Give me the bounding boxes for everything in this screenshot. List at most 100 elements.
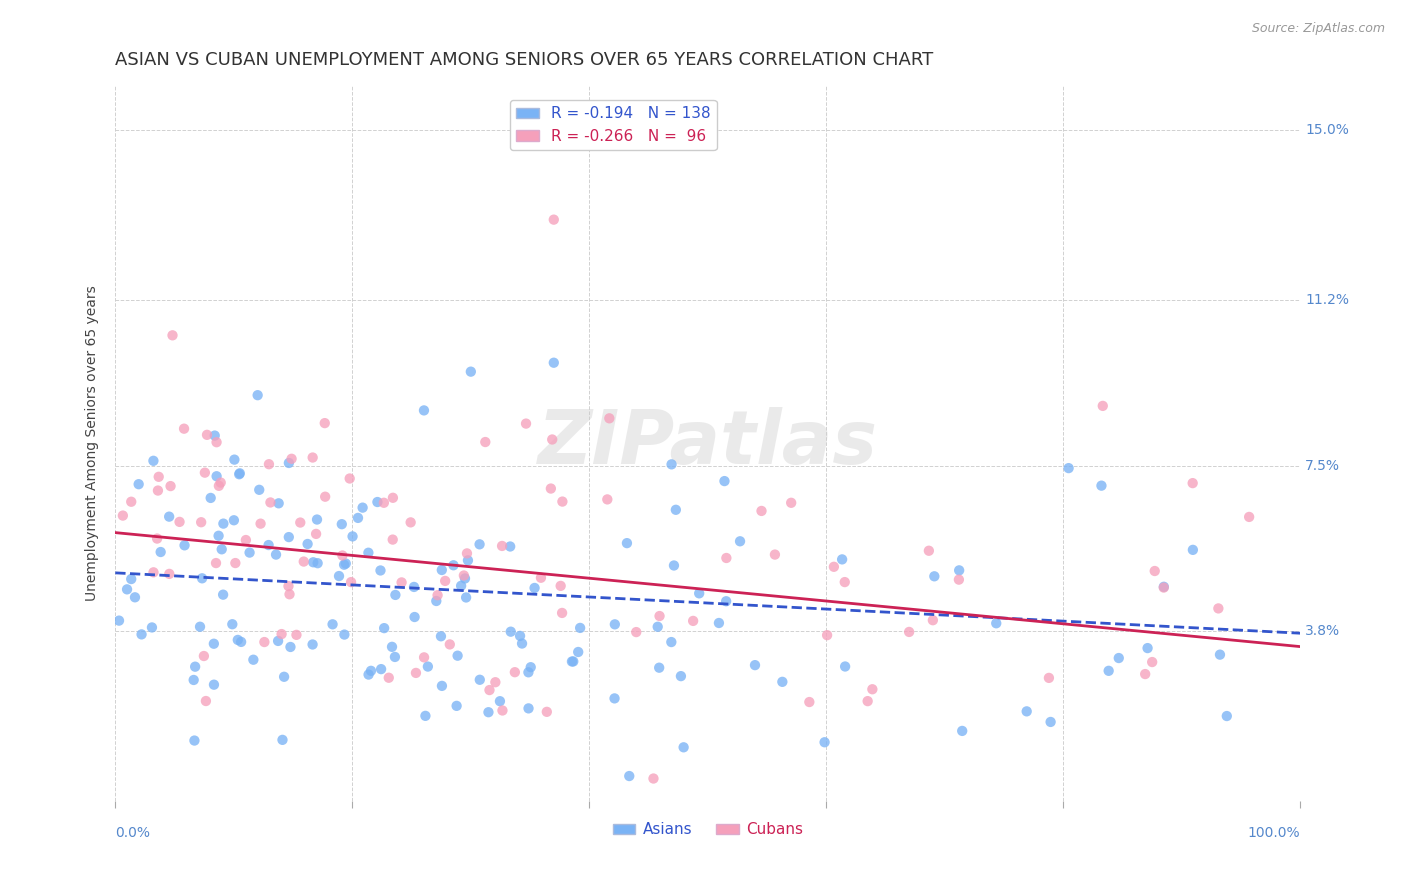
Point [770, 674, 793, 689]
Point [751, 504, 773, 518]
Point [226, 632, 249, 647]
Point [1143, 564, 1166, 578]
Point [540, 482, 562, 496]
Point [860, 682, 883, 697]
Point [221, 617, 243, 632]
Point [519, 660, 541, 674]
Text: 0.0%: 0.0% [115, 826, 150, 840]
Point [426, 588, 449, 602]
Point [813, 735, 835, 749]
Point [200, 491, 222, 505]
Text: Source: ZipAtlas.com: Source: ZipAtlas.com [1251, 22, 1385, 36]
Point [918, 543, 941, 558]
Point [713, 474, 735, 488]
Point [728, 534, 751, 549]
Point [478, 683, 501, 698]
Point [357, 667, 380, 681]
Point [434, 574, 457, 588]
Point [384, 588, 406, 602]
Point [665, 503, 688, 517]
Point [523, 581, 546, 595]
Point [373, 496, 395, 510]
Point [404, 610, 426, 624]
Point [146, 532, 169, 546]
Point [229, 635, 252, 649]
Point [551, 494, 574, 508]
Point [381, 491, 404, 505]
Point [115, 582, 138, 597]
Point [1098, 664, 1121, 678]
Point [536, 705, 558, 719]
Point [339, 471, 361, 485]
Point [499, 540, 522, 554]
Point [682, 614, 704, 628]
Point [415, 709, 437, 723]
Point [446, 648, 468, 663]
Point [278, 587, 301, 601]
Point [131, 627, 153, 641]
Point [921, 613, 943, 627]
Point [763, 548, 786, 562]
Point [205, 556, 228, 570]
Point [264, 548, 287, 562]
Point [259, 495, 281, 509]
Point [626, 625, 648, 640]
Point [509, 629, 531, 643]
Point [128, 477, 150, 491]
Point [111, 508, 134, 523]
Point [669, 669, 692, 683]
Point [391, 575, 413, 590]
Point [193, 648, 215, 663]
Point [228, 467, 250, 482]
Point [108, 614, 131, 628]
Point [290, 516, 312, 530]
Point [332, 549, 354, 563]
Point [169, 515, 191, 529]
Point [688, 586, 710, 600]
Point [328, 569, 350, 583]
Point [277, 579, 299, 593]
Point [183, 673, 205, 687]
Point [950, 723, 973, 738]
Point [661, 458, 683, 472]
Point [430, 563, 453, 577]
Point [439, 637, 461, 651]
Point [484, 675, 506, 690]
Point [159, 479, 181, 493]
Point [120, 572, 142, 586]
Point [340, 575, 363, 590]
Point [1140, 655, 1163, 669]
Point [856, 694, 879, 708]
Point [1237, 510, 1260, 524]
Point [948, 563, 970, 577]
Point [301, 450, 323, 465]
Point [360, 664, 382, 678]
Point [1108, 651, 1130, 665]
Point [648, 609, 671, 624]
Y-axis label: Unemployment Among Seniors over 65 years: Unemployment Among Seniors over 65 years [86, 285, 100, 601]
Point [370, 662, 392, 676]
Point [205, 469, 228, 483]
Point [195, 427, 218, 442]
Point [342, 529, 364, 543]
Point [457, 553, 479, 567]
Point [562, 655, 585, 669]
Point [381, 640, 404, 654]
Point [148, 470, 170, 484]
Point [425, 594, 447, 608]
Point [413, 403, 436, 417]
Point [543, 356, 565, 370]
Point [246, 388, 269, 402]
Point [446, 698, 468, 713]
Point [209, 475, 232, 490]
Point [373, 621, 395, 635]
Point [603, 691, 626, 706]
Point [898, 624, 921, 639]
Point [924, 569, 946, 583]
Text: ZIPatlas: ZIPatlas [538, 407, 877, 480]
Point [292, 555, 315, 569]
Point [1015, 704, 1038, 718]
Point [648, 661, 671, 675]
Point [381, 533, 404, 547]
Point [541, 433, 564, 447]
